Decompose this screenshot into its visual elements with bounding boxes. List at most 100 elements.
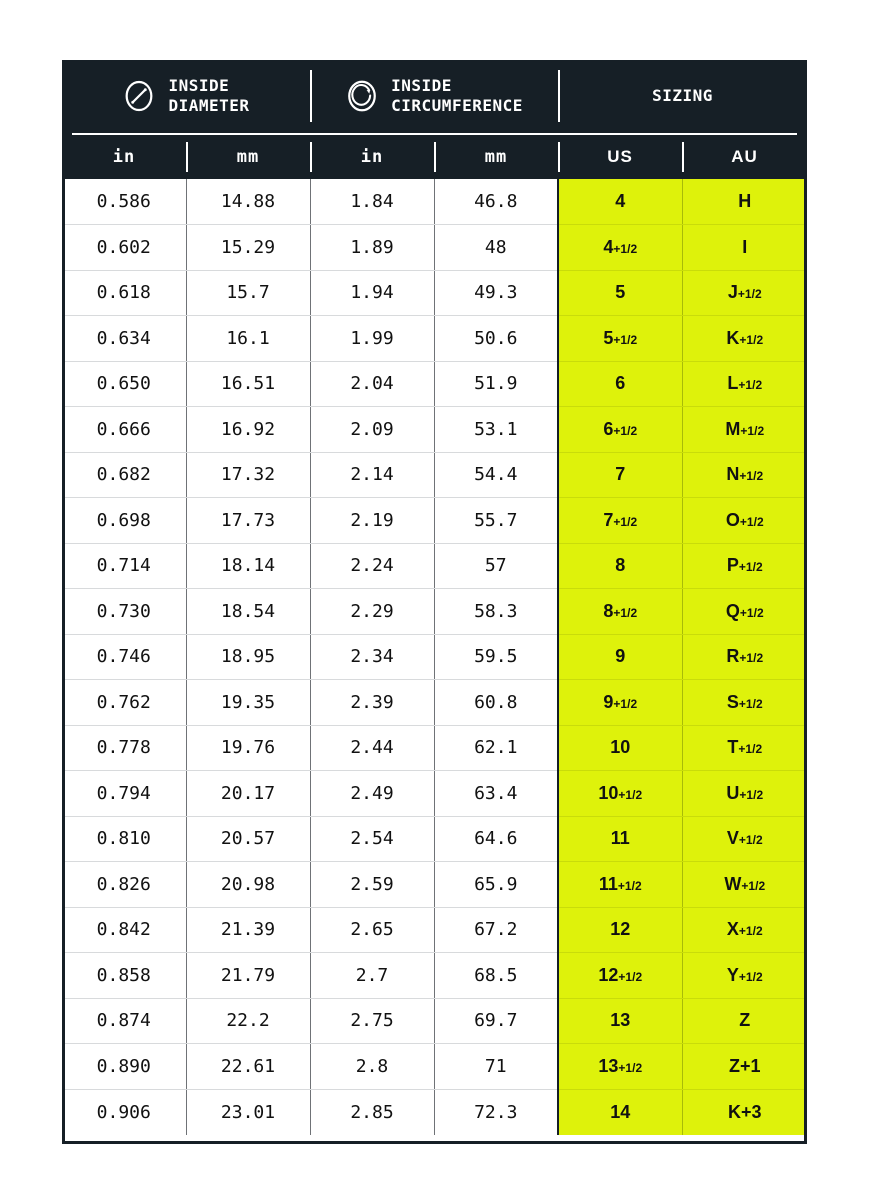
cell-size-us-half: +1/2 <box>617 878 642 893</box>
cell-size-au-half: +1/2 <box>739 605 764 620</box>
column-header-circumference-in: in <box>310 135 434 179</box>
cell-size-au-value: Y <box>726 964 739 985</box>
cell-circumference-mm: 57 <box>434 543 560 589</box>
cell-diameter-in: 0.874 <box>62 998 187 1044</box>
cell-circumference-mm: 71 <box>434 1043 560 1090</box>
table-row: 0.698 17.73 2.19 55.7 7+1/2 O+1/2 <box>62 497 808 544</box>
cell-circumference-in: 1.94 <box>310 270 435 316</box>
cell-size-us-value: 9 <box>615 646 626 667</box>
cell-size-au-value: L <box>727 373 739 394</box>
cell-diameter-mm: 15.29 <box>186 224 311 271</box>
table-row: 0.890 22.61 2.8 71 13+1/2 Z+1 <box>62 1043 808 1090</box>
table-row: 0.618 15.7 1.94 49.3 5 J+1/2 <box>62 270 808 316</box>
cell-size-us: 8+1/2 <box>557 588 683 635</box>
cell-circumference-in: 2.29 <box>310 588 435 635</box>
unit-header-row: in mm in mm <box>62 135 808 179</box>
table-head: INSIDE DIAMETER INSIDE CIRCUMFERENCE <box>62 60 808 179</box>
cell-size-au: W+1/2 <box>682 861 808 908</box>
table-row: 0.778 19.76 2.44 62.1 10 T+1/2 <box>62 725 808 771</box>
cell-diameter-in: 0.730 <box>62 588 187 635</box>
cell-circumference-mm: 50.6 <box>434 315 560 362</box>
cell-circumference-in: 2.44 <box>310 725 435 771</box>
cell-size-au-half: +1/2 <box>738 560 763 575</box>
table-row: 0.826 20.98 2.59 65.9 11+1/2 W+1/2 <box>62 861 808 908</box>
cell-diameter-in: 0.762 <box>62 679 187 726</box>
cell-diameter-mm: 20.98 <box>186 861 311 908</box>
cell-size-au-value: X <box>726 919 739 940</box>
cell-size-us: 6+1/2 <box>557 406 683 453</box>
cell-size-us: 12 <box>557 907 683 953</box>
cell-size-au: S+1/2 <box>682 679 808 726</box>
cell-circumference-mm: 68.5 <box>434 952 560 999</box>
cell-size-us-value: 5 <box>615 282 626 303</box>
ring-size-table: INSIDE DIAMETER INSIDE CIRCUMFERENCE <box>62 60 808 1135</box>
table-row: 0.858 21.79 2.7 68.5 12+1/2 Y+1/2 <box>62 952 808 999</box>
cell-size-us-half: +1/2 <box>613 605 638 620</box>
cell-diameter-mm: 18.95 <box>186 634 311 680</box>
cell-diameter-in: 0.826 <box>62 861 187 908</box>
cell-size-au: K+1/2 <box>682 315 808 362</box>
cell-circumference-mm: 54.4 <box>434 452 560 498</box>
cell-size-us-value: 4 <box>603 236 614 257</box>
cell-circumference-in: 2.8 <box>310 1043 435 1090</box>
cell-size-au: X+1/2 <box>682 907 808 953</box>
cell-size-au: L+1/2 <box>682 361 808 407</box>
table-row: 0.842 21.39 2.65 67.2 12 X+1/2 <box>62 907 808 953</box>
column-header-circumference-mm-label: mm <box>484 147 508 167</box>
cell-size-us: 7 <box>557 452 683 498</box>
cell-circumference-in: 2.54 <box>310 816 435 862</box>
cell-size-au: H <box>682 179 808 225</box>
group-header-row: INSIDE DIAMETER INSIDE CIRCUMFERENCE <box>62 60 808 132</box>
cell-size-us-value: 11 <box>598 873 618 894</box>
cell-size-au: K+3 <box>682 1089 808 1135</box>
cell-size-us-value: 13 <box>598 1055 619 1076</box>
cell-size-au: J+1/2 <box>682 270 808 316</box>
cell-diameter-mm: 17.73 <box>186 497 311 544</box>
cell-size-us: 4 <box>557 179 683 225</box>
cell-diameter-mm: 23.01 <box>186 1089 311 1135</box>
cell-size-us: 12+1/2 <box>557 952 683 999</box>
cell-diameter-in: 0.618 <box>62 270 187 316</box>
cell-circumference-in: 2.24 <box>310 543 435 589</box>
table-row: 0.714 18.14 2.24 57 8 P+1/2 <box>62 543 808 589</box>
cell-diameter-mm: 19.35 <box>186 679 311 726</box>
cell-diameter-mm: 18.54 <box>186 588 311 635</box>
cell-size-au-value: W <box>724 873 742 894</box>
table-body: 0.586 14.88 1.84 46.8 4 H 0.602 15.29 1.89 48 4+1/… <box>62 179 808 1135</box>
cell-diameter-in: 0.714 <box>62 543 187 589</box>
cell-size-au: Q+1/2 <box>682 588 808 635</box>
cell-diameter-mm: 16.1 <box>186 315 311 362</box>
table-row: 0.746 18.95 2.34 59.5 9 R+1/2 <box>62 634 808 680</box>
cell-diameter-in: 0.634 <box>62 315 187 362</box>
cell-diameter-in: 0.698 <box>62 497 187 544</box>
column-header-diameter-mm-label: mm <box>236 147 260 167</box>
cell-circumference-mm: 49.3 <box>434 270 560 316</box>
cell-diameter-in: 0.682 <box>62 452 187 498</box>
cell-size-au-half: +1/2 <box>738 378 763 393</box>
cell-circumference-mm: 64.6 <box>434 816 560 862</box>
table-row: 0.810 20.57 2.54 64.6 11 V+1/2 <box>62 816 808 862</box>
cell-diameter-mm: 19.76 <box>186 725 311 771</box>
cell-circumference-mm: 55.7 <box>434 497 560 544</box>
group-header-sizing-label: SIZING <box>652 86 713 106</box>
cell-circumference-in: 2.34 <box>310 634 435 680</box>
cell-size-us: 9+1/2 <box>557 679 683 726</box>
cell-size-au-value: S <box>726 691 739 712</box>
table-row: 0.650 16.51 2.04 51.9 6 L+1/2 <box>62 361 808 407</box>
cell-diameter-in: 0.666 <box>62 406 187 453</box>
cell-circumference-in: 1.84 <box>310 179 435 225</box>
cell-circumference-in: 2.49 <box>310 770 435 817</box>
cell-diameter-mm: 16.92 <box>186 406 311 453</box>
cell-circumference-in: 2.59 <box>310 861 435 908</box>
column-header-diameter-mm: mm <box>186 135 310 179</box>
group-header-sizing: SIZING <box>558 60 808 132</box>
cell-size-au-value: R <box>726 646 740 667</box>
cell-size-us-half: +1/2 <box>618 1060 643 1075</box>
cell-circumference-mm: 65.9 <box>434 861 560 908</box>
cell-size-au: T+1/2 <box>682 725 808 771</box>
cell-diameter-mm: 18.14 <box>186 543 311 589</box>
cell-size-au-half: +1/2 <box>739 469 764 484</box>
cell-size-us-value: 14 <box>610 1101 631 1122</box>
column-header-circumference-mm: mm <box>434 135 559 179</box>
